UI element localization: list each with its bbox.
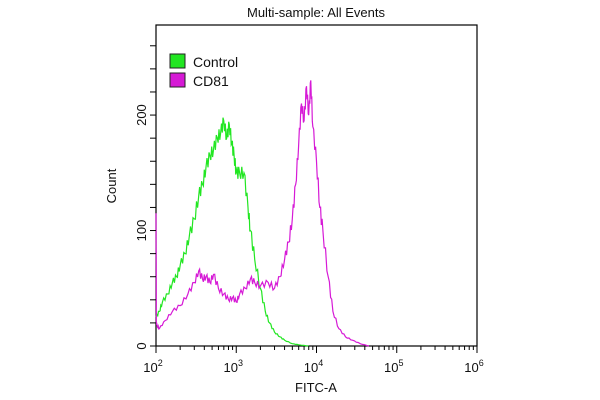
series-line-control	[155, 117, 309, 347]
series-line-cd81	[155, 80, 370, 347]
x-tick-label: 102	[143, 358, 162, 375]
x-tick-label: 106	[464, 358, 483, 375]
plot-frame	[155, 24, 478, 347]
chart-title: Multi-sample: All Events	[247, 5, 385, 20]
y-tick-label: 0	[134, 342, 149, 349]
legend-swatch-cd81	[169, 72, 186, 88]
y-tick-label: 200	[134, 104, 149, 126]
legend: Control CD81	[169, 53, 238, 89]
x-tick-label: 104	[304, 358, 323, 375]
y-axis-label: Count	[104, 168, 119, 203]
x-axis-label: FITC-A	[295, 380, 337, 395]
legend-label-cd81: CD81	[193, 73, 229, 89]
x-tick-label: 103	[224, 358, 243, 375]
series-layer	[155, 80, 370, 347]
x-tick-label: 105	[384, 358, 403, 375]
legend-label-control: Control	[193, 54, 238, 70]
axes-layer: 102 103 104 105 106 0 100 200	[134, 45, 484, 375]
legend-swatch-control	[169, 53, 186, 69]
y-tick-label: 100	[134, 220, 149, 242]
